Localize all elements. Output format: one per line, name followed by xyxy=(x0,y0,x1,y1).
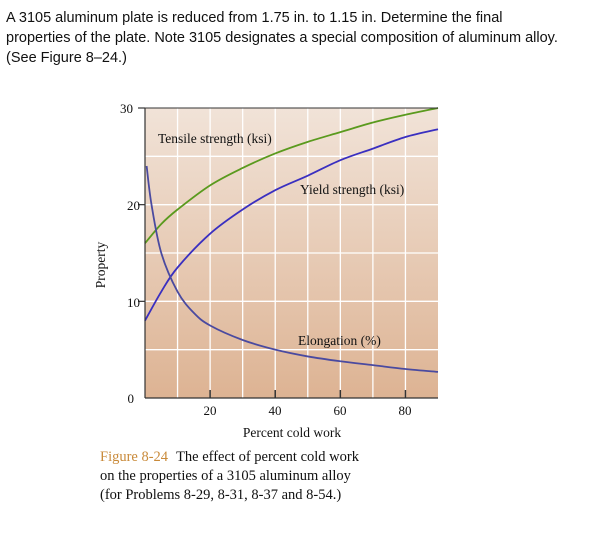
grid xyxy=(145,108,438,398)
y-tick-label: 10 xyxy=(127,295,140,310)
x-tick-label: 20 xyxy=(204,403,217,418)
question-line: A 3105 aluminum plate is reduced from 1.… xyxy=(6,10,503,26)
question-line: (See Figure 8–24.) xyxy=(6,50,127,66)
x-tick-label: 60 xyxy=(334,403,347,418)
caption-line: The effect of percent cold work xyxy=(176,449,359,465)
series-line-yield xyxy=(144,128,439,322)
figure-caption: Figure 8-24 The effect of percent cold wo… xyxy=(100,448,359,505)
series-label-tensile: Tensile strength (ksi) xyxy=(158,131,272,146)
series-line-elongation xyxy=(145,165,439,373)
series-line-tensile xyxy=(144,107,439,244)
series-label-yield: Yield strength (ksi) xyxy=(300,182,404,197)
y-tick-label: 30 xyxy=(120,101,133,116)
x-tick-label: 40 xyxy=(269,403,282,418)
y-tick-label: 0 xyxy=(128,391,135,406)
x-tick-label: 80 xyxy=(399,403,412,418)
x-axis-label: Percent cold work xyxy=(243,425,341,440)
series-label-elongation: Elongation (%) xyxy=(298,333,381,348)
figure-label: Figure 8-24 xyxy=(100,449,169,465)
question-text: A 3105 aluminum plate is reduced from 1.… xyxy=(6,8,558,68)
caption-line: on the properties of a 3105 aluminum all… xyxy=(100,468,351,484)
caption-line: (for Problems 8-29, 8-31, 8-37 and 8-54.… xyxy=(100,487,342,503)
y-tick-label: 20 xyxy=(127,198,140,213)
y-axis-label: Property xyxy=(93,242,108,289)
question-line: properties of the plate. Note 3105 desig… xyxy=(6,30,558,46)
